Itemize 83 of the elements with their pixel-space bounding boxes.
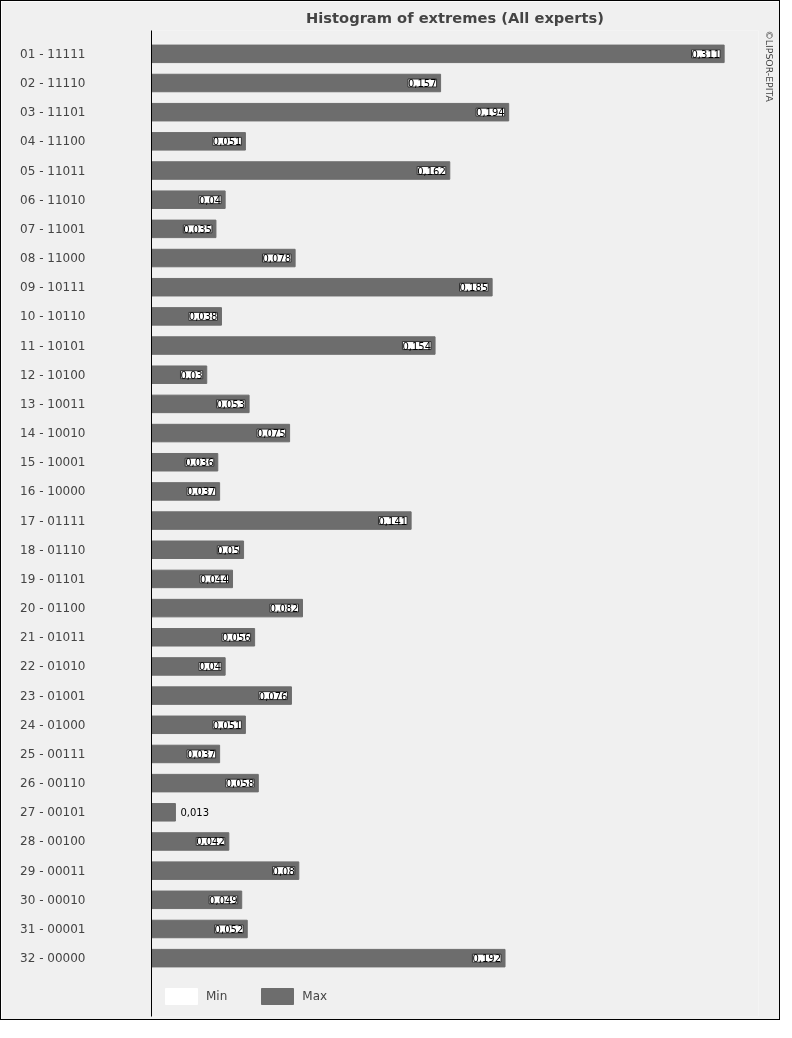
y-tick-label: 29 - 00011 (20, 863, 86, 878)
y-tick-label: 27 - 00101 (20, 805, 86, 820)
y-tick-label: 09 - 10111 (20, 280, 86, 295)
bar (151, 628, 256, 647)
y-tick-label: 14 - 10010 (20, 426, 86, 441)
bar (151, 598, 303, 618)
bar (151, 336, 436, 355)
y-tick-label: 03 - 11101 (20, 105, 86, 120)
y-tick-label: 07 - 11001 (20, 221, 86, 236)
legend-label: Max (302, 989, 328, 1003)
y-tick-label: 32 - 00000 (20, 951, 86, 966)
bar (151, 161, 451, 180)
y-tick-label: 30 - 00010 (20, 892, 86, 907)
bar (151, 73, 442, 93)
y-tick-label: 05 - 11011 (20, 163, 86, 178)
y-tick-label: 15 - 10001 (20, 455, 86, 470)
y-tick-label: 22 - 01010 (20, 659, 86, 674)
data-label: 0,08 (272, 865, 295, 877)
data-label: 0,185 (459, 282, 489, 294)
y-tick-label: 25 - 00111 (20, 746, 86, 761)
text: ©LIPSOR-EPITA (763, 30, 775, 103)
y-tick-label: 18 - 01110 (20, 542, 86, 557)
bar (151, 773, 259, 793)
data-label: 0,051 (212, 136, 242, 148)
data-label: 0,037 (187, 486, 216, 498)
data-label: 0,162 (417, 165, 446, 177)
bar (151, 715, 246, 735)
y-tick-label: 04 - 11100 (20, 134, 86, 149)
data-label: 0,051 (212, 719, 242, 731)
data-label: 0,038 (188, 311, 218, 323)
bar (151, 861, 300, 880)
data-label: 0,04 (198, 194, 222, 206)
y-tick-label: 24 - 01000 (20, 717, 86, 732)
bar (151, 540, 245, 560)
y-tick-label: 23 - 01001 (20, 688, 86, 703)
data-label: 0,013 (180, 807, 210, 819)
data-label: 0,05 (217, 544, 240, 556)
data-label: 0,082 (269, 603, 299, 615)
data-label: 0,078 (262, 253, 292, 265)
data-label: 0,192 (472, 953, 502, 965)
y-tick-label: 06 - 11010 (20, 192, 86, 207)
chart-title: Histogram of extremes (All experts) (306, 8, 604, 26)
data-label: 0,194 (476, 107, 505, 119)
legend-label: Min (206, 989, 228, 1003)
y-tick-label: 01 - 11111 (20, 46, 86, 61)
y-tick-label: 31 - 00001 (20, 921, 86, 936)
y-tick-label: 21 - 01011 (20, 630, 86, 645)
bar (151, 511, 412, 530)
y-tick-label: 19 - 01101 (20, 571, 86, 586)
bar (151, 803, 176, 822)
y-tick-label: 08 - 11000 (20, 251, 86, 266)
bar (151, 948, 506, 968)
data-label: 0,075 (256, 428, 286, 440)
data-label: 0,044 (199, 573, 229, 585)
bar (151, 44, 725, 64)
data-label: 0,04 (198, 661, 222, 673)
y-tick-label: 13 - 10011 (20, 396, 86, 411)
bar (151, 277, 493, 297)
y-tick-label: 26 - 00110 (20, 776, 86, 791)
data-label: 0,056 (221, 632, 251, 644)
bar (151, 686, 292, 705)
data-label: 0,157 (407, 78, 437, 90)
bar (151, 190, 226, 209)
bar (151, 248, 296, 268)
data-label: 0,037 (187, 748, 216, 760)
y-tick-label: 28 - 00100 (20, 834, 86, 849)
data-label: 0,076 (258, 690, 288, 702)
data-label: 0,052 (214, 923, 244, 935)
data-label: 0,053 (216, 398, 246, 410)
data-label: 0,141 (378, 515, 408, 527)
y-tick-label: 12 - 10100 (20, 367, 86, 382)
y-tick-label: 02 - 11110 (20, 76, 86, 91)
data-label: 0,058 (225, 778, 255, 790)
bar (151, 132, 246, 151)
y-tick-label: 16 - 10000 (20, 484, 86, 499)
y-tick-label: 10 - 10110 (20, 309, 86, 324)
bar (151, 102, 510, 122)
y-tick-label: 17 - 01111 (20, 513, 86, 528)
y-tick-label: 20 - 01100 (20, 601, 86, 616)
data-label: 0,042 (196, 836, 225, 848)
data-label: 0,03 (180, 369, 203, 381)
y-tick-label: 11 - 10101 (20, 338, 86, 353)
data-label: 0,154 (402, 340, 432, 352)
